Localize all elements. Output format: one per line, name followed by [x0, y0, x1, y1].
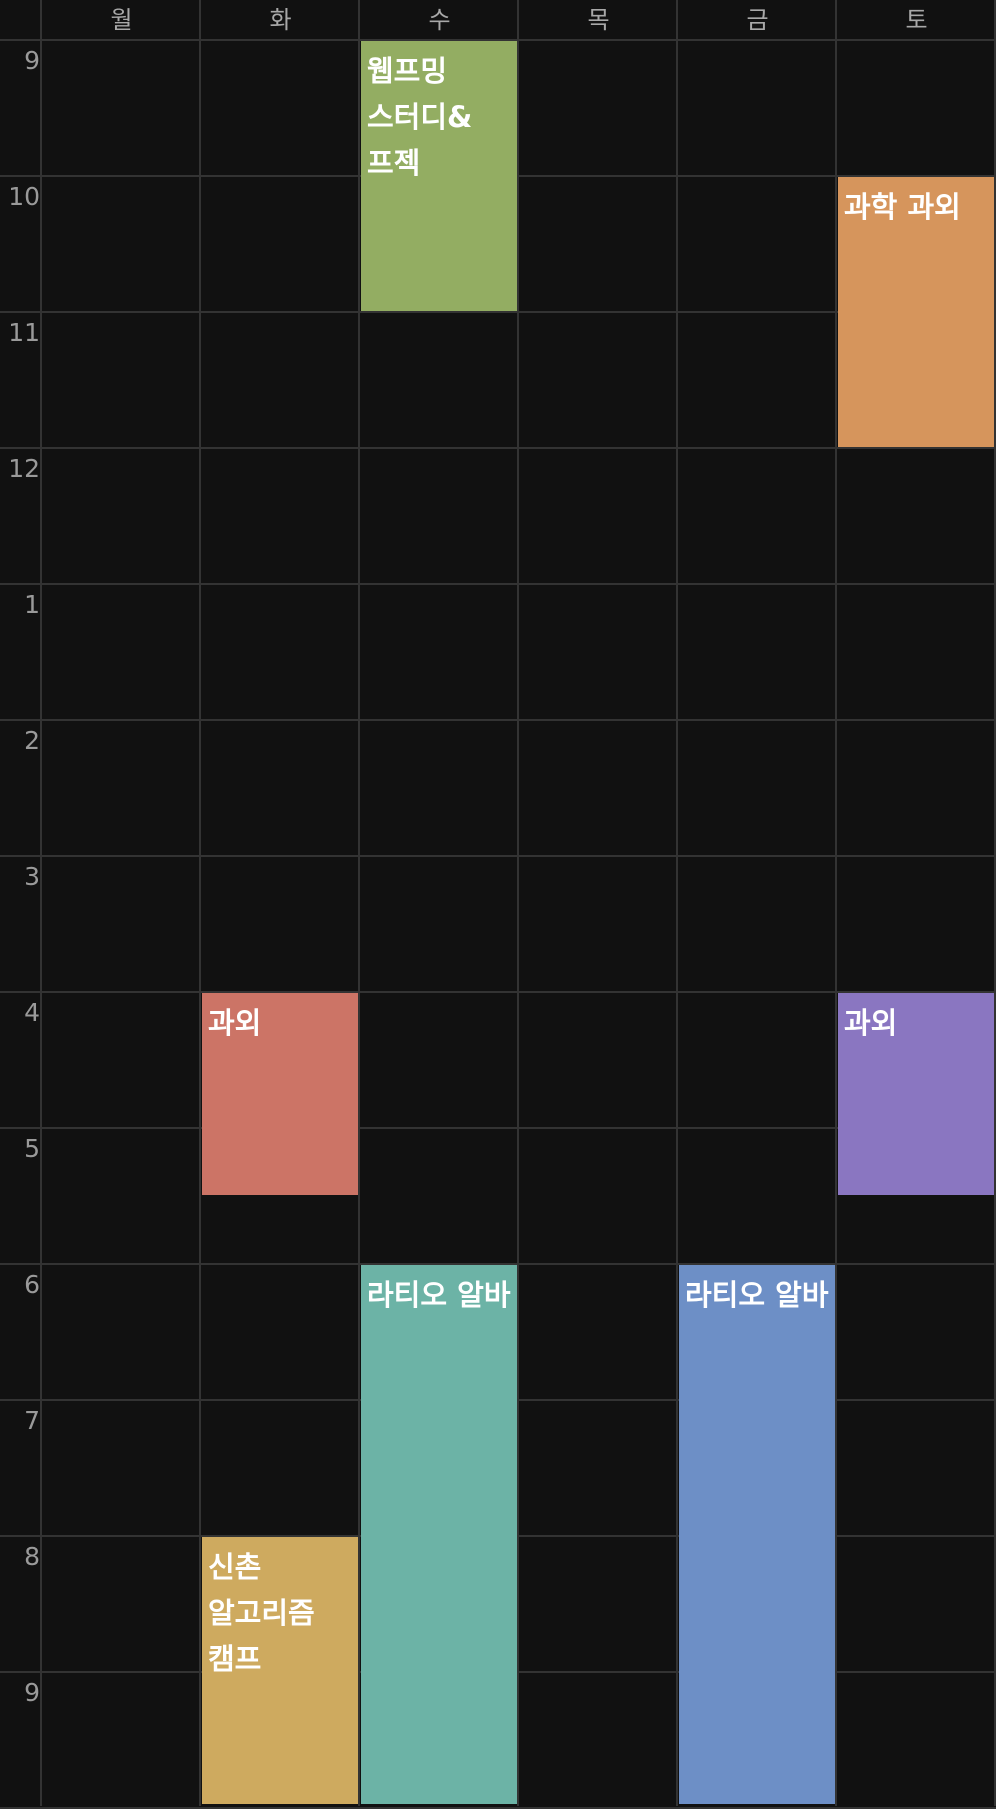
- event-title: 신촌 알고리즘 캠프: [208, 1550, 315, 1676]
- grid-vline: [358, 0, 360, 1806]
- hour-label: 5: [24, 1134, 40, 1163]
- grid-hline: [0, 1127, 996, 1129]
- day-header: 목: [587, 6, 610, 34]
- hour-label: 10: [8, 182, 40, 211]
- day-header: 토: [905, 6, 928, 34]
- grid-vline: [835, 0, 837, 1806]
- event-title: 과외: [844, 1006, 898, 1040]
- event-block[interactable]: 과학 과외: [838, 177, 994, 447]
- day-header: 월: [110, 6, 133, 34]
- hour-label: 4: [24, 998, 40, 1027]
- hour-label: 8: [24, 1542, 40, 1571]
- hour-label: 7: [24, 1406, 40, 1435]
- event-block[interactable]: 신촌 알고리즘 캠프: [202, 1537, 358, 1804]
- event-block[interactable]: 라티오 알바: [679, 1265, 835, 1804]
- grid-hline: [0, 855, 996, 857]
- grid-hline: [0, 39, 996, 41]
- hour-label: 12: [8, 454, 40, 483]
- event-block[interactable]: 웹프밍 스터디&프젝: [361, 41, 517, 311]
- grid-hline: [0, 311, 996, 313]
- grid-vline: [994, 0, 996, 1806]
- event-title: 과외: [208, 1006, 262, 1040]
- grid-vline: [199, 0, 201, 1806]
- day-header: 화: [269, 6, 292, 34]
- hour-label: 2: [24, 726, 40, 755]
- grid-vline: [676, 0, 678, 1806]
- hour-label: 1: [24, 590, 40, 619]
- grid-hline: [0, 583, 996, 585]
- event-block[interactable]: 과외: [202, 993, 358, 1195]
- day-header: 금: [746, 6, 769, 34]
- event-title: 라티오 알바: [367, 1278, 511, 1312]
- event-title: 과학 과외: [844, 190, 961, 224]
- event-block[interactable]: 라티오 알바: [361, 1265, 517, 1804]
- grid-vline: [517, 0, 519, 1806]
- hour-label: 9: [24, 46, 40, 75]
- event-title: 라티오 알바: [685, 1278, 829, 1312]
- grid-vline: [40, 0, 42, 1806]
- grid-hline: [0, 991, 996, 993]
- hour-label: 6: [24, 1270, 40, 1299]
- hour-label: 11: [8, 318, 40, 347]
- hour-label: 9: [24, 1678, 40, 1707]
- hour-label: 3: [24, 862, 40, 891]
- grid-hline: [0, 447, 996, 449]
- event-title: 웹프밍 스터디&프젝: [367, 54, 473, 180]
- grid-hline: [0, 1263, 996, 1265]
- event-block[interactable]: 과외: [838, 993, 994, 1195]
- day-header: 수: [428, 6, 451, 34]
- grid-hline: [0, 719, 996, 721]
